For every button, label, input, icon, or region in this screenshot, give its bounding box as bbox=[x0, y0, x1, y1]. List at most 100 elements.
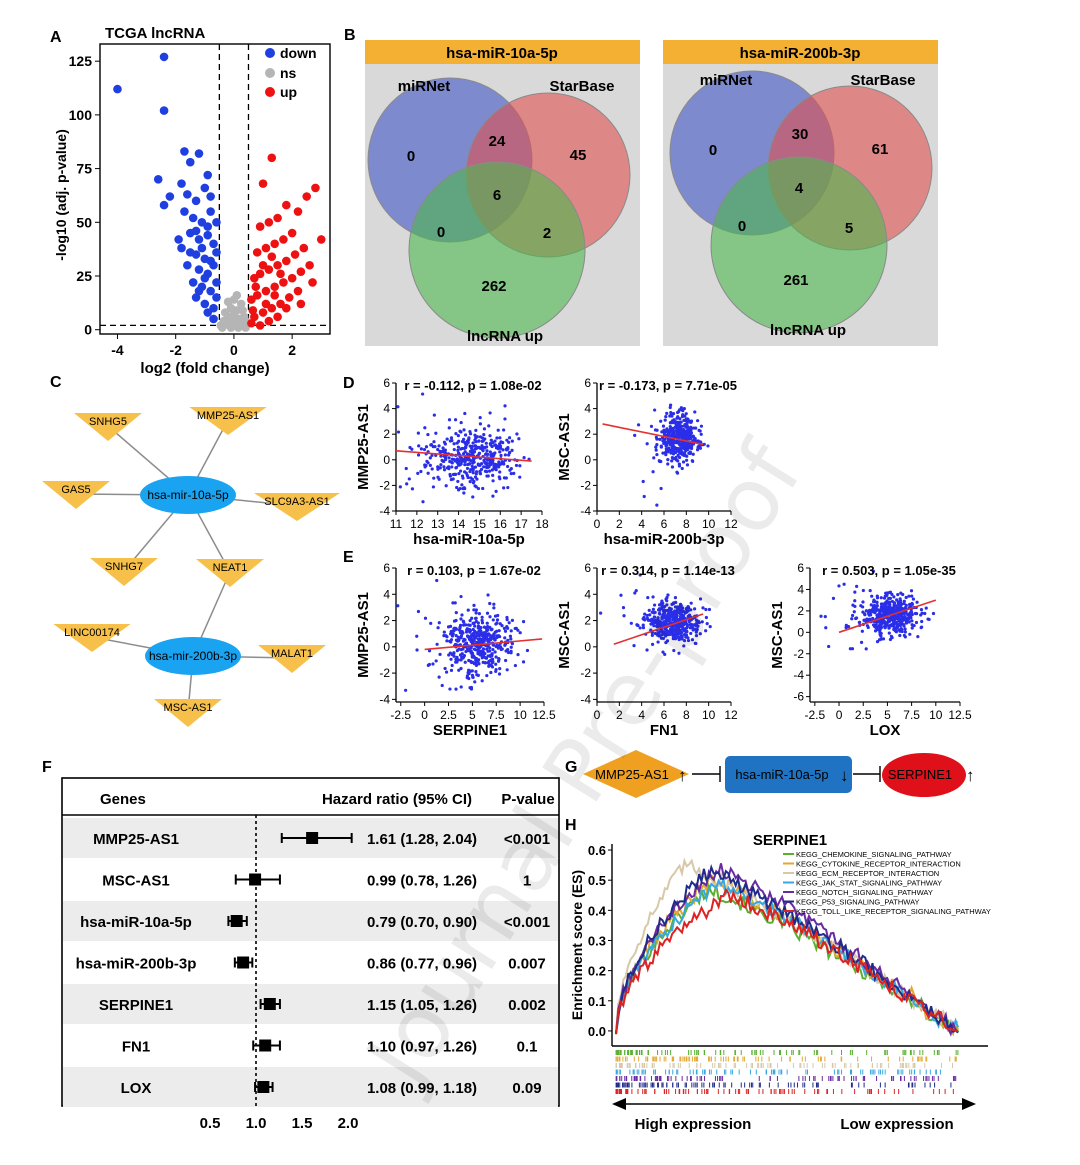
scatter-point bbox=[678, 435, 682, 439]
scatter-point bbox=[643, 612, 647, 616]
scatter-point bbox=[496, 646, 500, 650]
scatter-point bbox=[678, 417, 682, 421]
scatter-point bbox=[861, 605, 865, 609]
scatter-point bbox=[699, 432, 703, 436]
scatter-point bbox=[465, 674, 470, 678]
scatter-point bbox=[666, 593, 670, 597]
scatter-y-label: MMP25-AS1 bbox=[355, 592, 372, 678]
volcano-point-down bbox=[174, 235, 183, 244]
mmp25-as1-diamond bbox=[583, 750, 689, 798]
scatter-point bbox=[664, 630, 668, 634]
scatter-point bbox=[881, 637, 886, 641]
volcano-point-up bbox=[299, 243, 309, 253]
scatter-point bbox=[473, 624, 477, 628]
scatter-point bbox=[442, 634, 446, 638]
volcano-point-down bbox=[200, 299, 210, 309]
scatter-point bbox=[687, 444, 692, 448]
volcano-point-up bbox=[282, 200, 291, 210]
volcano-point-ns bbox=[238, 306, 247, 315]
scatter-point bbox=[450, 634, 455, 638]
scatter-point bbox=[823, 615, 827, 619]
scatter-point bbox=[695, 448, 700, 452]
volcano-point-up bbox=[311, 183, 320, 193]
scatter-point bbox=[649, 618, 653, 623]
volcano-point-down bbox=[206, 286, 215, 296]
panel-label-d: D bbox=[343, 375, 355, 392]
scatter-point bbox=[908, 632, 912, 636]
scatter-point bbox=[444, 670, 449, 674]
scatter-point bbox=[652, 603, 657, 607]
scatter-point bbox=[464, 623, 468, 627]
scatter-point bbox=[477, 662, 481, 666]
scatter-point bbox=[510, 439, 514, 443]
venn-count-abc: 6 bbox=[493, 187, 501, 204]
scatter-point bbox=[473, 433, 477, 437]
y-tick-label: 6 bbox=[584, 376, 591, 390]
scatter-point bbox=[680, 466, 684, 471]
forest-gene-label: MSC-AS1 bbox=[102, 873, 170, 890]
scatter-point bbox=[492, 452, 496, 456]
panel-g: G MMP25-AS1 ↑ hsa-miR-10a-5p ↓ SERPINE1 … bbox=[565, 750, 975, 798]
scatter-point bbox=[670, 448, 674, 452]
hazard-ratio-marker bbox=[249, 873, 262, 886]
scatter-point bbox=[910, 594, 914, 598]
scatter-point bbox=[919, 607, 924, 612]
scatter-point bbox=[898, 604, 902, 608]
scatter-point bbox=[599, 611, 603, 615]
scatter-point bbox=[494, 655, 498, 659]
scatter-point bbox=[447, 653, 451, 657]
scatter-point bbox=[707, 607, 712, 612]
scatter-point bbox=[920, 611, 924, 615]
scatter-point bbox=[645, 613, 649, 618]
scatter-point bbox=[456, 448, 460, 452]
scatter-point bbox=[619, 593, 623, 597]
scatter-point bbox=[457, 439, 461, 443]
gsea-curves bbox=[615, 857, 959, 1037]
volcano-point-down bbox=[203, 230, 213, 240]
volcano-point-up bbox=[316, 235, 326, 244]
scatter-point bbox=[459, 420, 463, 425]
scatter-point bbox=[926, 617, 930, 621]
scatter-point bbox=[672, 430, 676, 434]
scatter-point bbox=[671, 630, 675, 634]
network-nodes: hsa-mir-10a-5p hsa-mir-200b-3p SNHG5 MMP25-… bbox=[42, 407, 340, 727]
volcano-point-up bbox=[308, 278, 317, 287]
scatter-point bbox=[685, 624, 689, 629]
scatter-point bbox=[677, 637, 681, 642]
scatter-point bbox=[467, 658, 471, 663]
scatter-point bbox=[459, 617, 463, 621]
scatter-point bbox=[645, 616, 649, 620]
scatter-point bbox=[684, 635, 688, 639]
mirna-node-label: hsa-mir-10a-5p bbox=[147, 488, 229, 502]
scatter-point bbox=[680, 637, 684, 641]
scatter-point bbox=[697, 428, 701, 432]
scatter-point bbox=[449, 657, 453, 661]
scatter-point bbox=[685, 458, 689, 462]
y-tick-label: -2 bbox=[580, 478, 591, 492]
regression-line bbox=[395, 450, 532, 462]
scatter-point bbox=[677, 432, 681, 436]
scatter-point bbox=[488, 625, 492, 629]
scatter-point bbox=[506, 650, 511, 655]
scatter-point bbox=[473, 465, 478, 469]
volcano-point-up bbox=[258, 260, 268, 270]
scatter-point bbox=[491, 618, 495, 622]
scatter-point bbox=[472, 603, 476, 608]
scatter-point bbox=[436, 447, 440, 452]
scatter-point bbox=[655, 428, 659, 432]
gsea-hit-barcodes bbox=[615, 1050, 959, 1094]
scatter-point bbox=[681, 614, 686, 618]
x-tick-label: 12.5 bbox=[532, 708, 556, 722]
scatter-point bbox=[458, 623, 463, 627]
scatter-point bbox=[682, 639, 687, 643]
legend-label: KEGG_TOLL_LIKE_RECEPTOR_SIGNALING_PATHWA… bbox=[796, 907, 991, 916]
lncrna-node-label: GAS5 bbox=[61, 484, 90, 496]
scatter-point bbox=[470, 655, 474, 659]
scatter-point bbox=[661, 636, 666, 641]
scatter-point bbox=[679, 406, 683, 410]
scatter-point bbox=[673, 637, 678, 641]
scatter-point bbox=[484, 452, 488, 456]
volcano-point-down bbox=[153, 175, 163, 184]
scatter-point bbox=[489, 460, 493, 464]
scatter-point bbox=[495, 436, 499, 440]
